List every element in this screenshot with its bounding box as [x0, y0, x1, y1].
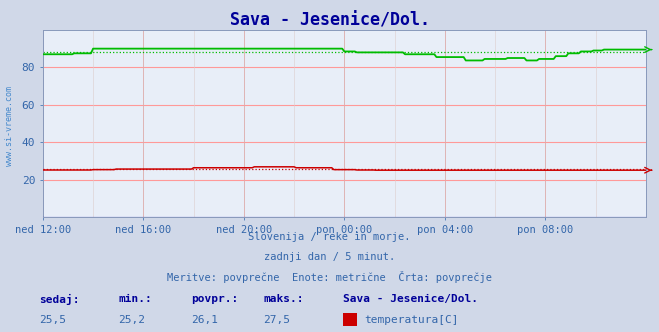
Text: zadnji dan / 5 minut.: zadnji dan / 5 minut.	[264, 252, 395, 262]
Text: Sava - Jesenice/Dol.: Sava - Jesenice/Dol.	[229, 12, 430, 30]
Text: sedaj:: sedaj:	[40, 294, 80, 305]
Text: Sava - Jesenice/Dol.: Sava - Jesenice/Dol.	[343, 294, 478, 304]
Text: Slovenija / reke in morje.: Slovenija / reke in morje.	[248, 232, 411, 242]
Text: 26,1: 26,1	[191, 315, 218, 325]
Text: Meritve: povprečne  Enote: metrične  Črta: povprečje: Meritve: povprečne Enote: metrične Črta:…	[167, 271, 492, 283]
Text: 27,5: 27,5	[264, 315, 291, 325]
Text: 25,5: 25,5	[40, 315, 67, 325]
Text: 25,2: 25,2	[119, 315, 146, 325]
Text: min.:: min.:	[119, 294, 152, 304]
Text: povpr.:: povpr.:	[191, 294, 239, 304]
Text: www.si-vreme.com: www.si-vreme.com	[5, 86, 14, 166]
Text: maks.:: maks.:	[264, 294, 304, 304]
Text: temperatura[C]: temperatura[C]	[364, 315, 458, 325]
